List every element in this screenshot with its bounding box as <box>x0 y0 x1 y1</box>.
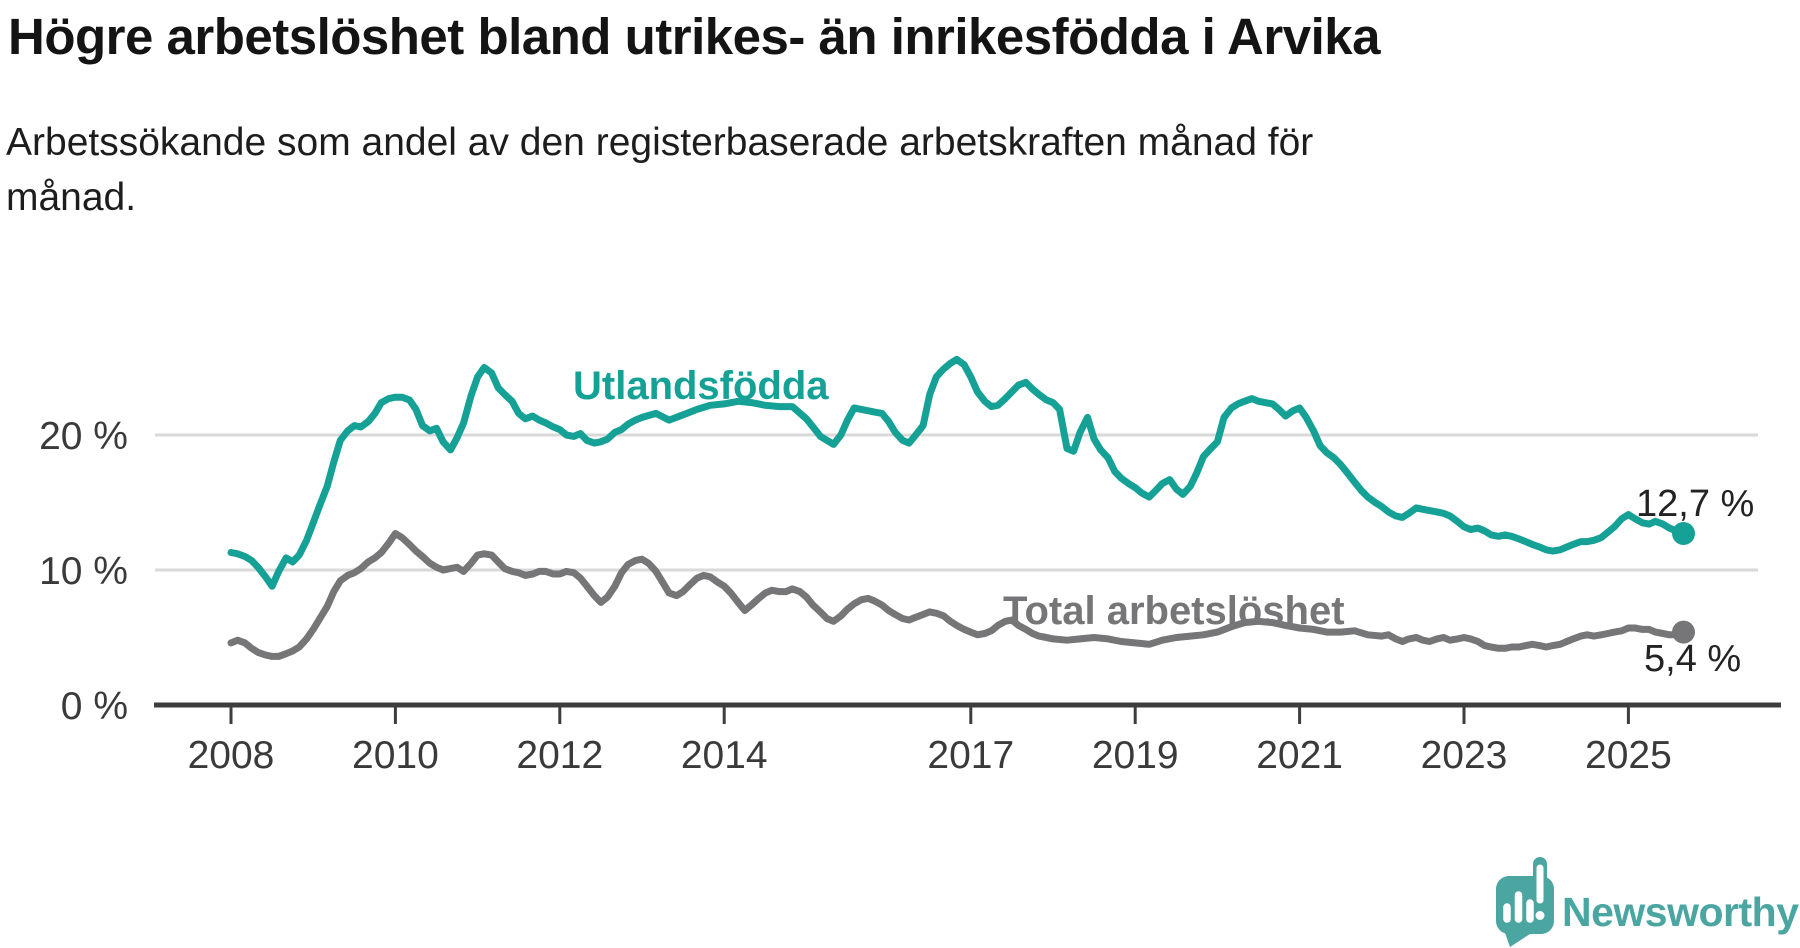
series-end-dot-total <box>1672 620 1695 644</box>
y-tick-label-20: 20 % <box>39 415 128 458</box>
y-axis-labels: 0 % 10 % 20 % <box>39 415 128 728</box>
chart-title: Högre arbetslöshet bland utrikes- än inr… <box>8 8 1380 65</box>
y-tick-label-10: 10 % <box>39 550 128 593</box>
logo-wordmark: Newsworthy <box>1562 889 1799 935</box>
x-tick-label-2023: 2023 <box>1421 734 1508 777</box>
series-label-utlandsfodda: Utlandsfödda <box>573 364 829 408</box>
value-label-total: 5,4 % <box>1644 638 1741 680</box>
chart-subtitle: Arbetssökande som andel av den registerb… <box>6 121 1314 219</box>
x-tick-label-2008: 2008 <box>188 734 275 777</box>
series-end-dot-utlandsfodda <box>1672 522 1695 545</box>
logo-exclamation-dot <box>1535 911 1545 920</box>
series-lines <box>227 355 1695 660</box>
series-label-total: Total arbetslöshet <box>1003 589 1345 633</box>
y-tick-label-0: 0 % <box>61 685 128 728</box>
x-tick-label-2014: 2014 <box>681 734 768 777</box>
series-line-utlandsfodda <box>227 355 1687 590</box>
x-tick-label-2025: 2025 <box>1585 734 1672 777</box>
series-labels: Utlandsfödda Total arbetslöshet 12,7 % 5… <box>573 364 1754 680</box>
logo-bubble-tail <box>1504 930 1536 947</box>
newsworthy-logo[interactable]: Newsworthy <box>1496 857 1800 947</box>
x-tick-label-2017: 2017 <box>927 734 1014 777</box>
x-tick-label-2021: 2021 <box>1256 734 1343 777</box>
value-label-utlandsfodda: 12,7 % <box>1636 483 1754 525</box>
x-tick-label-2010: 2010 <box>352 734 439 777</box>
y-gridlines <box>155 433 1758 572</box>
x-tick-label-2012: 2012 <box>516 734 603 777</box>
series-line-total <box>227 530 1687 660</box>
x-tick-label-2019: 2019 <box>1092 734 1179 777</box>
x-axis: 2008 2010 2012 2014 2017 2019 2021 2023 2025 <box>154 702 1781 777</box>
